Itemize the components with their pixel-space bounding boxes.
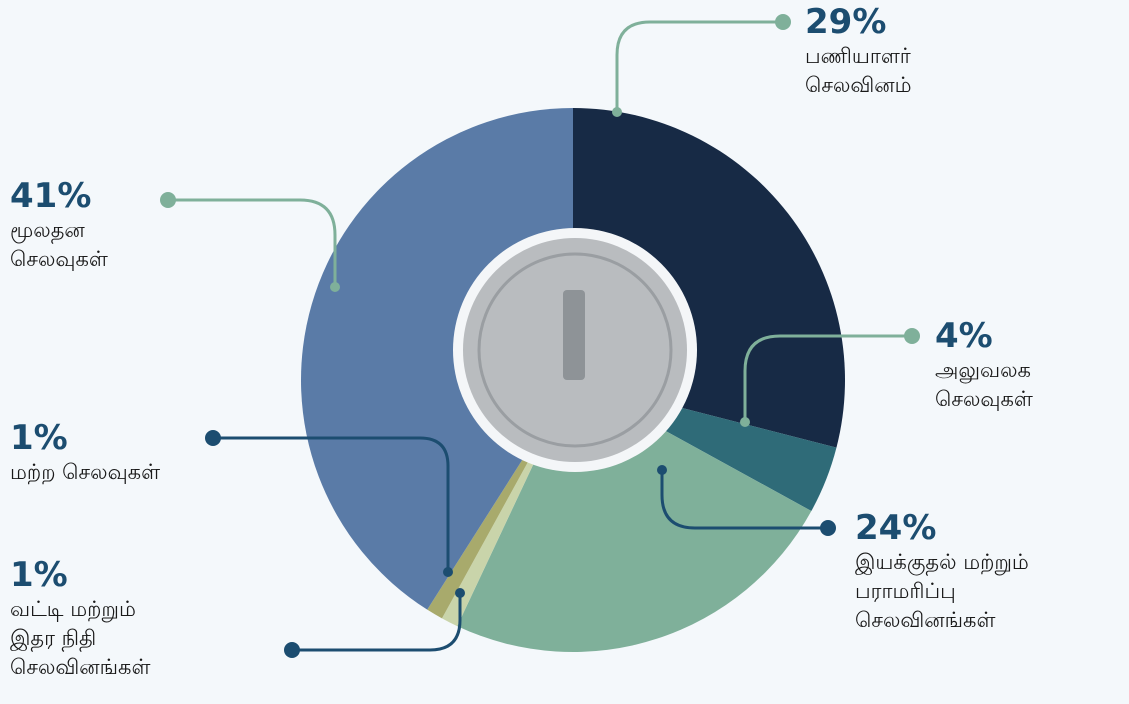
slice-label: 24% இயக்குதல் மற்றும் பராமரிப்பு செலவினங்… xyxy=(855,508,1029,635)
percent-label: 1% xyxy=(10,555,68,595)
slice-label: 29% பணியாளர் செலவினம் xyxy=(805,2,912,100)
category-label: மற்ற செலவுகள் xyxy=(10,460,161,484)
dot xyxy=(205,430,221,446)
dot xyxy=(284,642,300,658)
category-label: அலுவலக செலவுகள் xyxy=(935,358,1033,411)
dot xyxy=(330,282,340,292)
coin-ring xyxy=(477,252,673,448)
dot xyxy=(775,14,791,30)
category-label: இயக்குதல் மற்றும் பராமரிப்பு செலவினங்கள் xyxy=(855,550,1029,632)
connectors xyxy=(168,20,912,652)
connector xyxy=(743,334,912,422)
percent-label: 41% xyxy=(10,176,92,216)
dot xyxy=(657,465,667,475)
percent-label: 24% xyxy=(855,508,937,548)
category-label: வட்டி மற்றும் இதர நிதி செலவினங்கள் xyxy=(10,597,151,679)
slice-label: 1% மற்ற செலவுகள் xyxy=(10,418,160,487)
coin xyxy=(453,228,697,472)
dot xyxy=(740,417,750,427)
connector xyxy=(615,20,783,112)
dot xyxy=(455,588,465,598)
dot xyxy=(443,567,453,577)
dot xyxy=(160,192,176,208)
coin-numeral xyxy=(563,290,585,380)
connector xyxy=(660,470,828,530)
dot xyxy=(820,520,836,536)
slice-label: 1% வட்டி மற்றும் இதர நிதி செலவினங்கள் xyxy=(10,555,150,682)
percent-label: 29% xyxy=(805,2,887,42)
category-label: மூலதன செலவுகள் xyxy=(10,218,108,271)
percent-label: 4% xyxy=(935,316,993,356)
connector xyxy=(168,198,337,287)
dot xyxy=(612,107,622,117)
slice-label: 41% மூலதன செலவுகள் xyxy=(10,176,108,274)
dot xyxy=(904,328,920,344)
slice-label: 4% அலுவலக செலவுகள் xyxy=(935,316,1033,414)
category-label: பணியாளர் செலவினம் xyxy=(805,44,912,97)
connector-dots xyxy=(160,14,920,658)
pie-slice xyxy=(301,108,573,610)
percent-label: 1% xyxy=(10,418,68,458)
connector xyxy=(213,436,450,572)
connector xyxy=(292,593,462,652)
